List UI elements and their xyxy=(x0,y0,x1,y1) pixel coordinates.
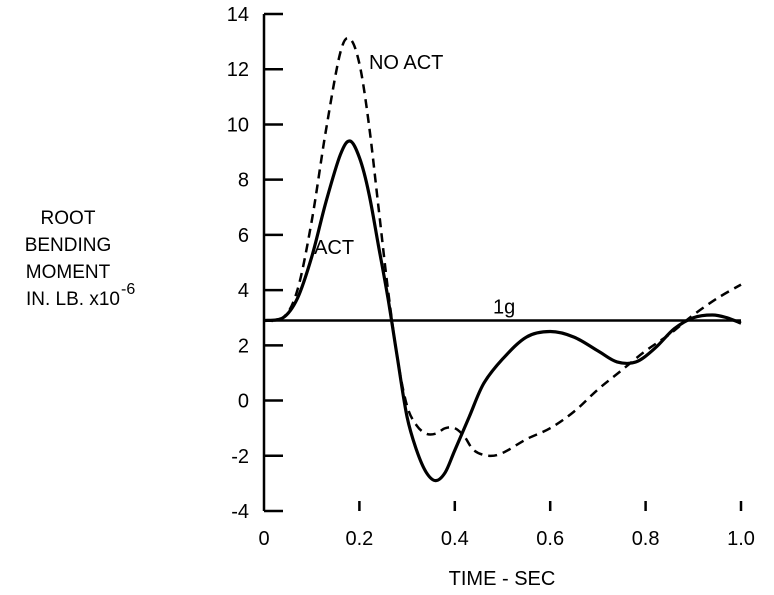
y-tick-label: -2 xyxy=(231,446,249,468)
y-axis-label-line-4: IN. LB. x10 xyxy=(26,289,120,310)
x-tick-label: 1.0 xyxy=(727,528,755,550)
x-tick-label: 0 xyxy=(258,528,269,550)
y-axis-label-line-3: MOMENT xyxy=(26,262,111,283)
y-axis-label-exponent: -6 xyxy=(121,281,135,298)
x-ticks: 0 0.2 0.4 0.6 0.8 1.0 xyxy=(258,501,755,550)
y-tick-label: 6 xyxy=(238,225,249,247)
y-tick-label: 14 xyxy=(227,4,249,26)
x-tick-label: 0.8 xyxy=(632,528,660,550)
y-tick-label: -4 xyxy=(231,501,249,523)
x-axis-label: TIME - SEC xyxy=(449,568,556,590)
reference-line-group: 1g xyxy=(264,296,741,322)
y-tick-label: 0 xyxy=(238,391,249,413)
y-tick-label: 2 xyxy=(238,335,249,357)
series-line-no-act xyxy=(263,36,742,458)
y-tick-label: 10 xyxy=(227,114,249,136)
series-line-act xyxy=(263,139,742,483)
series-label-no-act: NO ACT xyxy=(369,52,443,74)
x-tick-label: 0.4 xyxy=(441,528,469,550)
y-axis-label-line-1: ROOT xyxy=(41,208,96,229)
y-axis-label: ROOT BENDING MOMENT IN. LB. x10 -6 xyxy=(25,208,136,310)
y-axis-label-line-2: BENDING xyxy=(25,235,112,256)
series-label-act: ACT xyxy=(314,237,354,259)
y-tick-label: 4 xyxy=(238,280,249,302)
reference-line-label: 1g xyxy=(493,296,515,318)
y-ticks: -4 -2 0 2 4 6 8 10 12 14 xyxy=(227,4,283,523)
y-tick-label: 12 xyxy=(227,59,249,81)
x-tick-label: 0.6 xyxy=(536,528,564,550)
y-tick-label: 8 xyxy=(238,170,249,192)
x-tick-label: 0.2 xyxy=(345,528,373,550)
series-group: NO ACT ACT xyxy=(263,36,742,483)
